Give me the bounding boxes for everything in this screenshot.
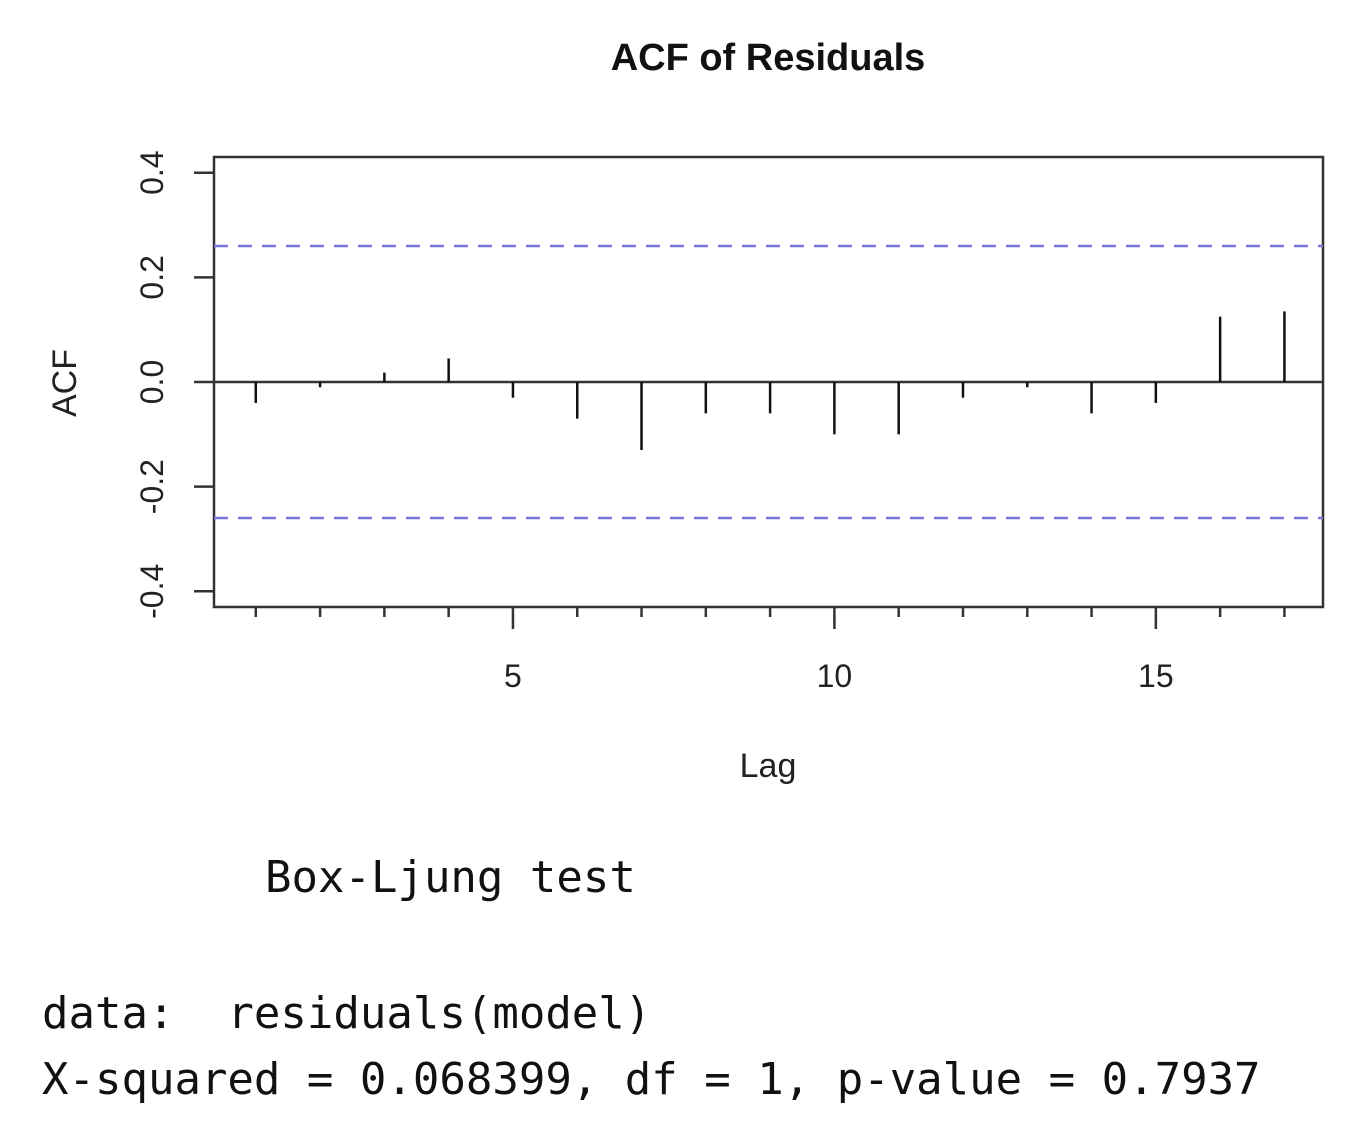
y-tick-label: -0.2 xyxy=(134,459,170,514)
y-tick-label: 0.0 xyxy=(134,360,170,404)
test-data-line: data: residuals(model) xyxy=(42,988,652,1039)
x-tick-label: 5 xyxy=(504,658,522,694)
test-statistic-line: X-squared = 0.068399, df = 1, p-value = … xyxy=(42,1054,1261,1105)
chart-title: ACF of Residuals xyxy=(611,37,926,79)
y-tick-label: 0.4 xyxy=(134,150,170,194)
y-axis-label: ACF xyxy=(46,349,84,417)
x-axis-label: Lag xyxy=(740,747,797,785)
x-tick-label: 15 xyxy=(1138,658,1174,694)
y-tick-label: 0.2 xyxy=(134,255,170,299)
acf-chart: ACF of Residuals Lag ACF -0.4 -0.2 0.0 0.2 0… xyxy=(46,37,1325,785)
y-tick-label: -0.4 xyxy=(134,564,170,619)
x-tick-label: 10 xyxy=(817,658,853,694)
test-title: Box-Ljung test xyxy=(265,852,636,903)
plot-layer: -0.4 -0.2 0.0 0.2 0.4 5 10 15 xyxy=(134,150,1323,694)
